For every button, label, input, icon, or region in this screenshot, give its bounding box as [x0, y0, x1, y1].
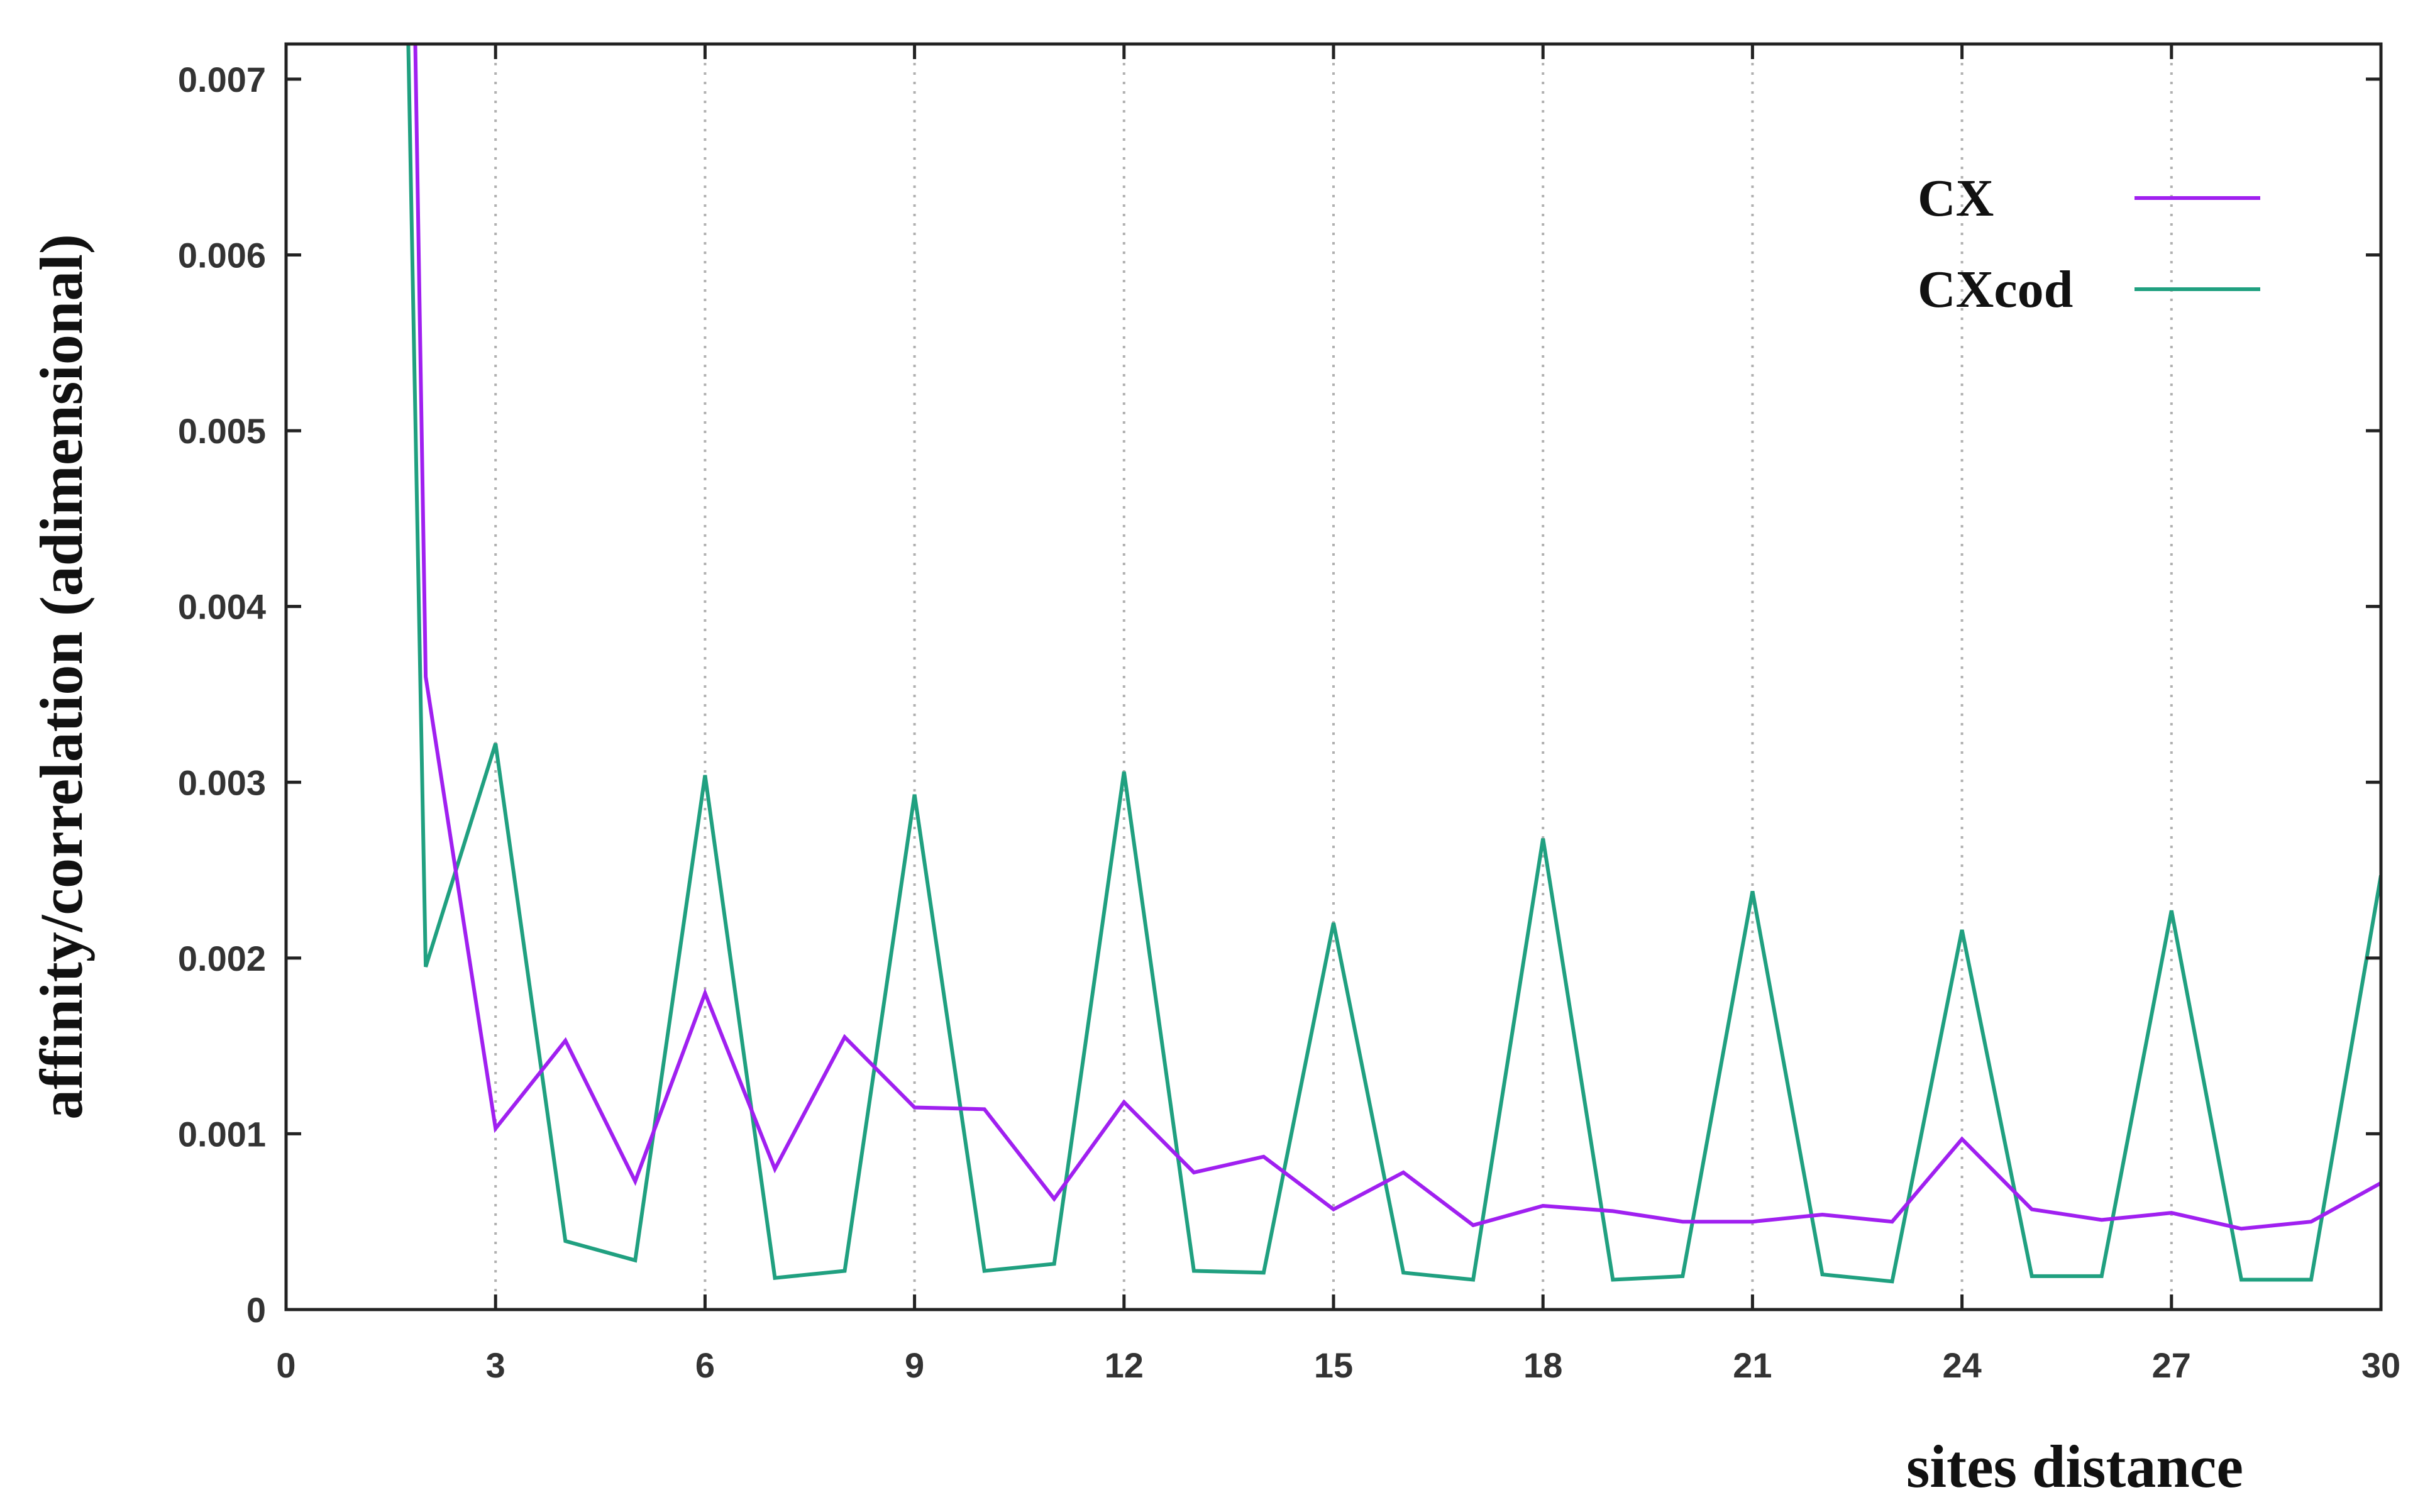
legend-label-cx: CX: [1918, 169, 1994, 228]
y-tick-label: 0.006: [178, 236, 266, 275]
y-tick-label: 0.001: [178, 1114, 266, 1154]
series-line-cxcod: [406, 44, 2381, 1284]
legend-label-cxcod: CXcod: [1918, 260, 2073, 319]
y-tick-label: 0: [246, 1290, 266, 1330]
y-tick-label: 0.002: [178, 939, 266, 978]
y-axis: 0 0.001 0.002 0.003 0.004 0.005 0.006 0.007: [178, 60, 2381, 1330]
x-tick-label: 15: [1314, 1345, 1353, 1385]
y-tick-label: 0.005: [178, 411, 266, 451]
x-axis: 0 3 6 9 12 15 18 21 24 27 30: [276, 44, 2400, 1385]
x-tick-label: 21: [1733, 1345, 1772, 1385]
legend: CX CXcod: [1918, 169, 2260, 319]
x-tick-label: 3: [486, 1345, 505, 1385]
x-tick-label: 30: [2361, 1345, 2400, 1385]
x-tick-label: 9: [905, 1345, 924, 1385]
x-tick-label: 6: [695, 1345, 715, 1385]
y-axis-title: affinity/correlation (adimensional): [28, 234, 95, 1120]
gridlines: [494, 44, 2173, 1310]
x-tick-label: 27: [2152, 1345, 2191, 1385]
x-axis-title: sites distance: [1906, 1433, 2243, 1500]
x-tick-label: 24: [1942, 1345, 1981, 1385]
x-tick-label: 0: [276, 1345, 295, 1385]
series-line-cx: [413, 44, 2381, 1231]
series-lines: [406, 44, 2381, 1284]
x-tick-label: 12: [1105, 1345, 1144, 1385]
x-tick-label: 18: [1523, 1345, 1562, 1385]
y-tick-label: 0.004: [178, 587, 266, 627]
y-tick-label: 0.007: [178, 60, 266, 99]
y-tick-label: 0.003: [178, 763, 266, 802]
